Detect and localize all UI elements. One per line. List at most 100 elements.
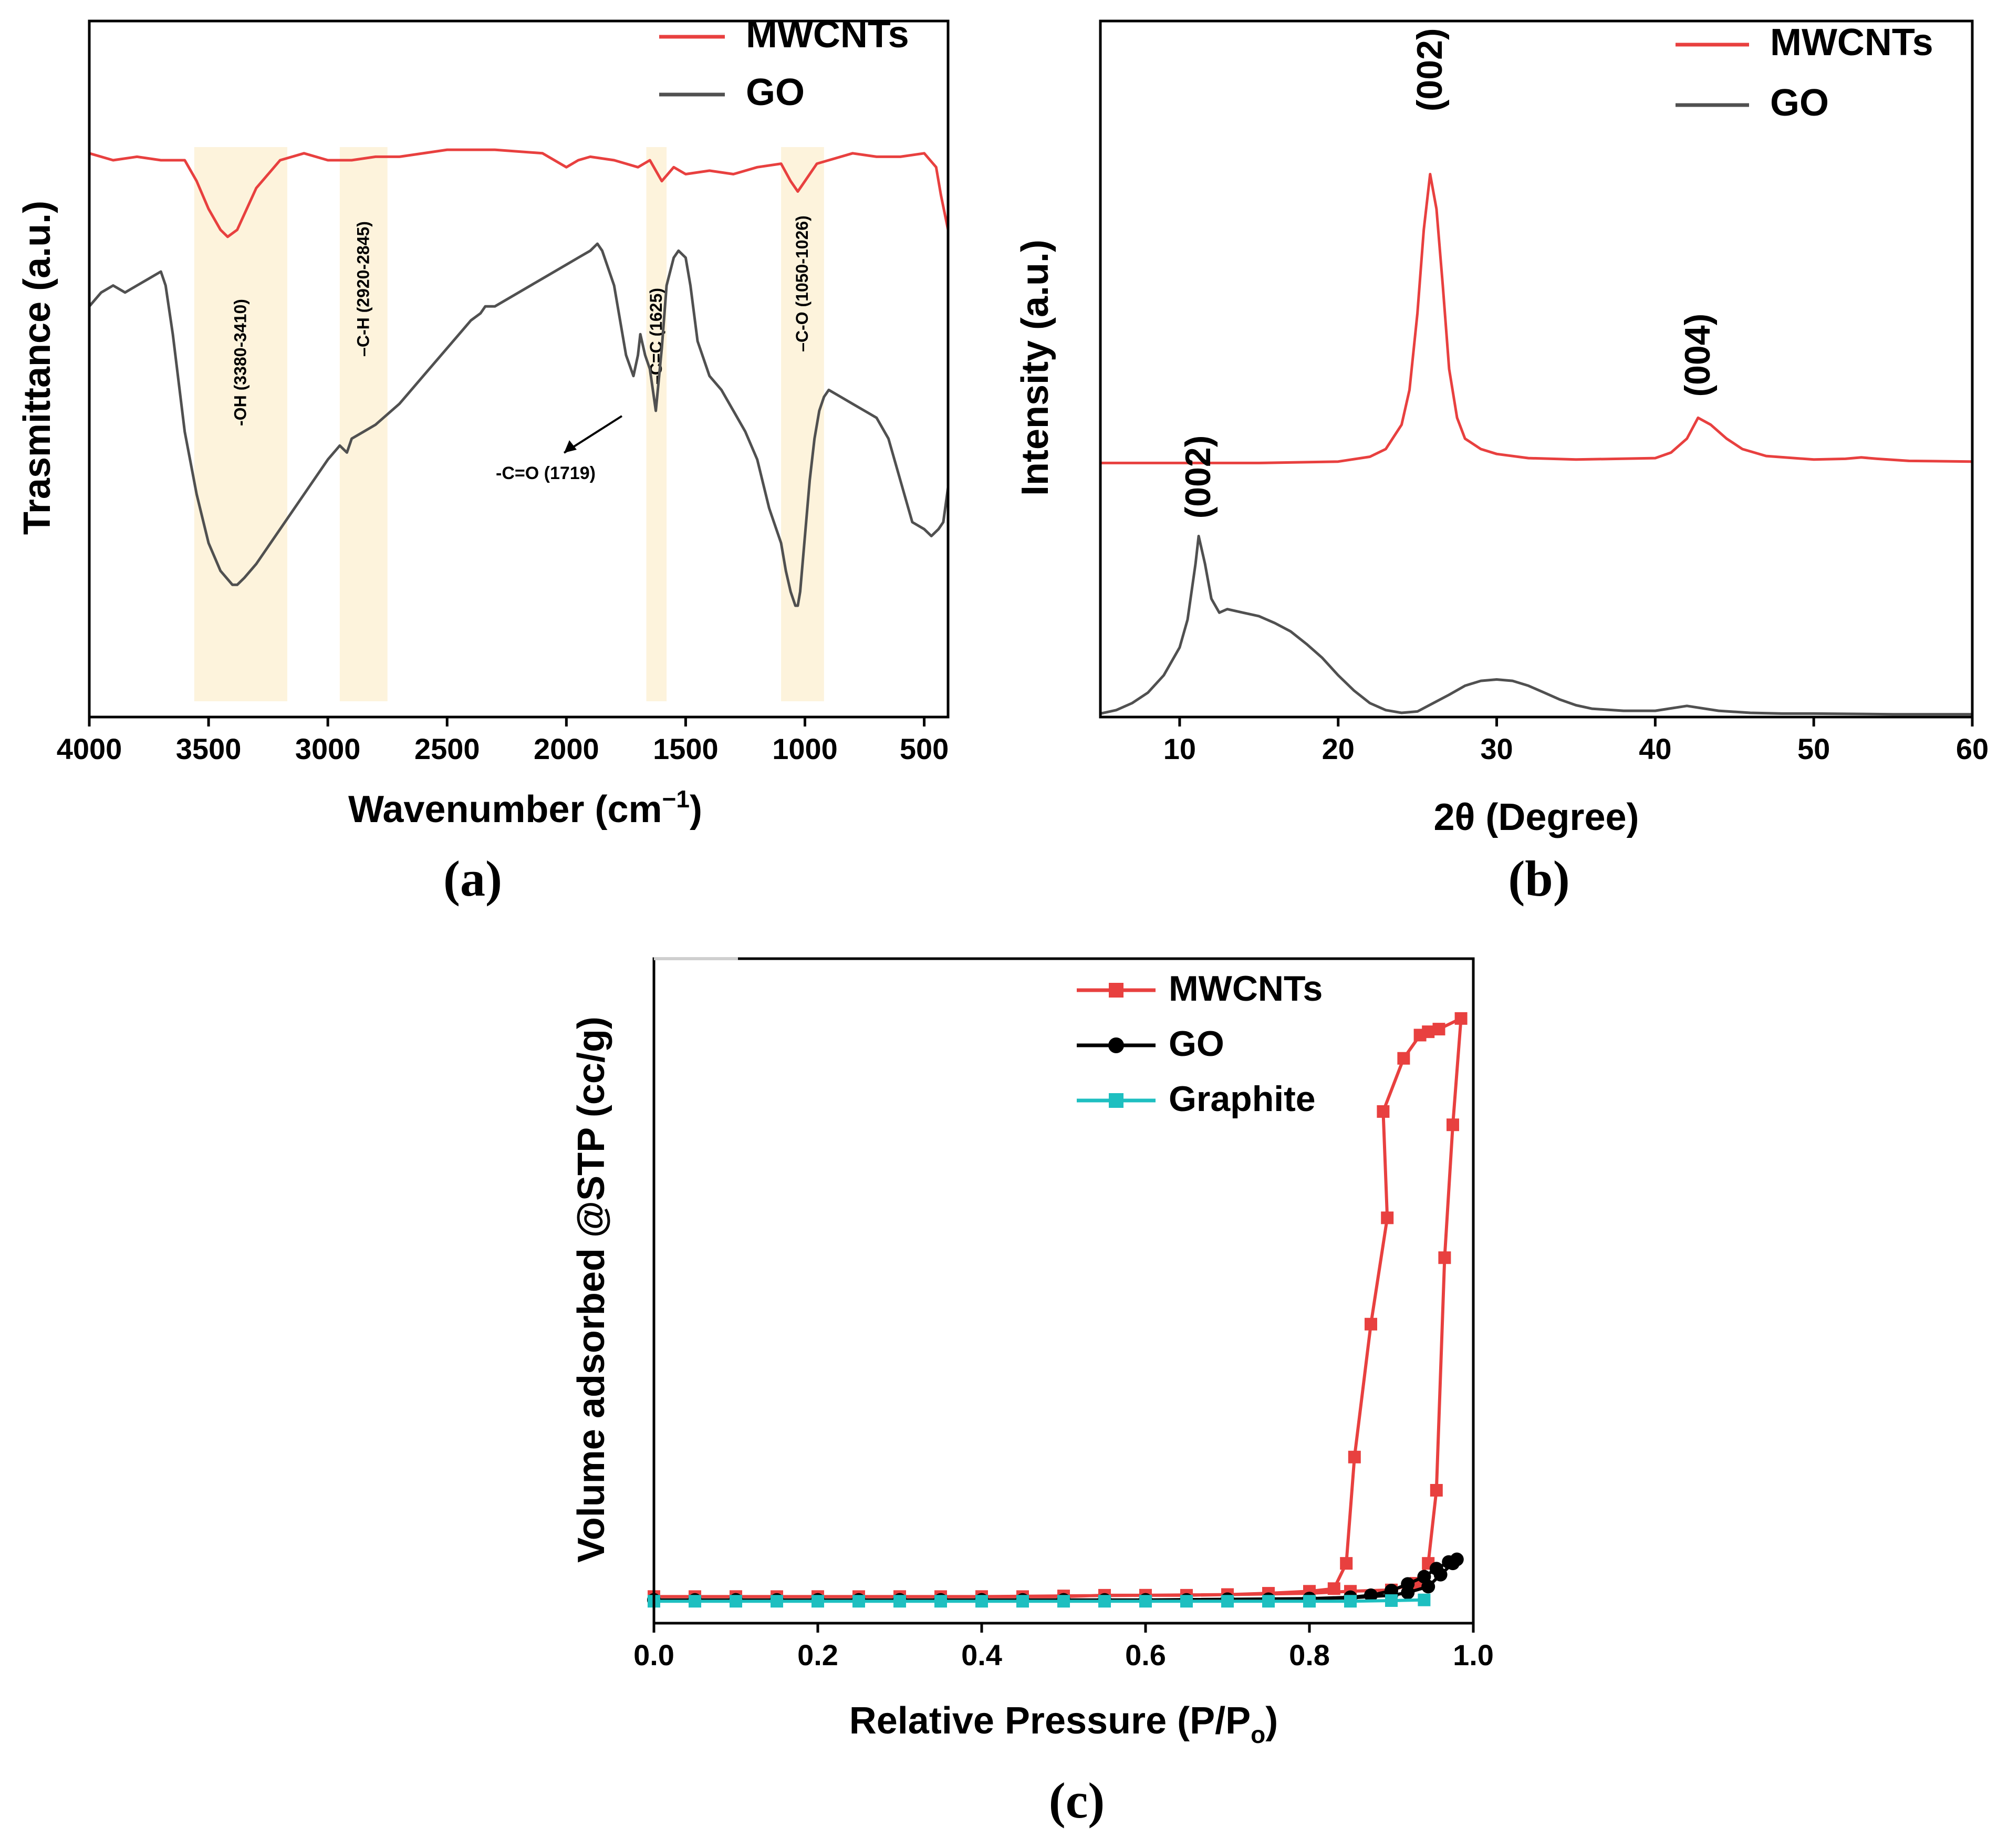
data-point-graphite <box>689 1595 701 1608</box>
band-c-c-1625 <box>646 147 667 701</box>
panel-a-ftir: -OH (3380-3410)–C-H (2920-2845) –C=C (162… <box>16 14 950 907</box>
data-point-graphite <box>1016 1595 1029 1608</box>
series-line-mwcnts <box>1100 173 1973 464</box>
data-point-graphite <box>1221 1595 1234 1608</box>
y-axis-label: Intensity (a.u.) <box>1014 240 1056 496</box>
data-point-graphite <box>771 1595 783 1608</box>
x-tick-label: 3500 <box>176 732 242 765</box>
x-tick-label: 0.2 <box>797 1638 838 1671</box>
x-tick-label: 0.0 <box>633 1638 674 1671</box>
series-line-mwcnts <box>89 148 950 238</box>
x-tick-label: 0.8 <box>1289 1638 1330 1671</box>
plot-frame <box>88 19 950 719</box>
peak-label-002: (002) <box>1178 435 1218 519</box>
x-tick-label: 1500 <box>653 732 719 765</box>
data-point-mwcnts <box>1438 1251 1451 1264</box>
x-axis-label: Relative Pressure (P/Po) <box>849 1700 1278 1748</box>
y-axis-label: Volume adsorbed @STP (cc/g) <box>570 1016 612 1563</box>
panel-b-xrd: 10 20 30 40 50 60 MWCNTs GO (002) (004) (002) 2θ… <box>1014 19 1989 907</box>
legend-label-mwcnts: MWCNTs <box>1169 969 1323 1009</box>
data-point-graphite <box>934 1595 947 1608</box>
x-tick-label: 500 <box>900 732 949 765</box>
x-tick-label: 2500 <box>414 732 480 765</box>
band-label-c-o-1050-1026: –C-O (1050-1026) <box>793 215 811 352</box>
data-point-graphite <box>1418 1593 1431 1606</box>
data-point-mwcnts <box>1340 1557 1353 1570</box>
band-oh-3380-3410 <box>194 147 287 701</box>
legend: MWCNTs GO <box>1676 22 1933 124</box>
data-point-graphite <box>811 1595 824 1608</box>
data-point-go <box>1364 1588 1378 1602</box>
x-tick-label: 20 <box>1322 732 1355 765</box>
data-point-graphite <box>730 1595 742 1608</box>
data-point-graphite <box>1262 1595 1275 1608</box>
data-point-mwcnts <box>1432 1023 1445 1036</box>
data-point-go <box>1401 1585 1415 1600</box>
x-tick-label: 1000 <box>772 732 838 765</box>
x-tick-label: 0.4 <box>961 1638 1002 1671</box>
legend-label-go: GO <box>1770 82 1829 124</box>
panel-label: (a) <box>443 850 502 907</box>
panel-label: (b) <box>1508 850 1569 907</box>
data-point-graphite <box>1303 1595 1316 1608</box>
series-line-mwcnts <box>654 1016 1463 1598</box>
x-tick-label: 30 <box>1480 732 1513 765</box>
data-point-go <box>1433 1567 1448 1582</box>
y-axis-label: Trasmittance (a.u.) <box>16 201 58 535</box>
x-tick-group: 0.0 0.2 0.4 0.6 0.8 1.0 <box>633 1623 1494 1671</box>
data-point-go <box>1421 1580 1435 1594</box>
peak-label-004: (004) <box>1678 314 1718 397</box>
legend-marker-mwcnts <box>1109 983 1123 998</box>
legend-marker-graphite <box>1109 1093 1123 1108</box>
data-point-graphite <box>1098 1595 1111 1608</box>
peak-label-group: (002) (004) (002) <box>1178 28 1718 519</box>
band-group <box>194 147 824 701</box>
data-point-graphite <box>893 1595 906 1608</box>
data-point-mwcnts <box>1365 1317 1377 1331</box>
data-point-go <box>1446 1556 1460 1571</box>
annotation-c-o-label: -C=O (1719) <box>496 463 596 483</box>
x-tick-label: 10 <box>1163 732 1196 765</box>
x-tick-group: 10 20 30 40 50 60 <box>1163 717 1989 765</box>
band-c-h-2920-2845 <box>339 147 388 701</box>
x-tick-group: 4000 3500 3000 2500 2000 1500 1000 500 <box>57 717 949 765</box>
plot-frame <box>652 957 1475 1625</box>
series-line-graphite <box>654 1598 1424 1603</box>
data-point-mwcnts <box>1377 1105 1390 1118</box>
x-tick-label: 60 <box>1956 732 1989 765</box>
data-point-graphite <box>1385 1594 1398 1607</box>
series-line-go <box>88 242 950 607</box>
plot-frame <box>1099 19 1974 719</box>
x-tick-label: 3000 <box>295 732 361 765</box>
x-axis-label: 2θ (Degree) <box>1433 796 1639 838</box>
data-point-graphite <box>1139 1595 1152 1608</box>
legend-label-go: GO <box>1169 1024 1224 1064</box>
series-group <box>88 148 950 607</box>
legend-label-graphite: Graphite <box>1169 1079 1316 1119</box>
legend-marker-go <box>1108 1037 1124 1053</box>
legend-label-go: GO <box>746 71 805 113</box>
legend-label-mwcnts: MWCNTs <box>746 14 909 56</box>
band-label-group: -OH (3380-3410)–C-H (2920-2845) –C=C (162… <box>231 215 811 426</box>
peak-label-002: (002) <box>1410 28 1450 112</box>
band-label-c-h-2920-2845: –C-H (2920-2845) <box>353 221 372 357</box>
series-group <box>1100 173 1973 716</box>
data-point-mwcnts <box>1381 1211 1394 1224</box>
x-tick-label: 4000 <box>57 732 122 765</box>
series-group <box>647 1012 1468 1608</box>
legend: MWCNTs GO Graphite <box>1077 969 1323 1119</box>
x-tick-label: 1.0 <box>1453 1638 1494 1671</box>
legend-label-mwcnts: MWCNTs <box>1770 22 1933 64</box>
data-point-graphite <box>852 1595 865 1608</box>
x-tick-label: 40 <box>1639 732 1671 765</box>
data-point-mwcnts <box>1397 1052 1410 1065</box>
x-tick-label: 0.6 <box>1125 1638 1166 1671</box>
annotation-group: -C=O (1719) <box>496 415 623 483</box>
data-point-mwcnts <box>1430 1484 1443 1497</box>
band-label-oh-3380-3410: -OH (3380-3410) <box>231 299 249 426</box>
series-line-go <box>1100 535 1972 716</box>
data-point-mwcnts <box>1327 1582 1340 1595</box>
data-point-mwcnts <box>1447 1118 1459 1131</box>
data-point-graphite <box>1180 1595 1193 1608</box>
